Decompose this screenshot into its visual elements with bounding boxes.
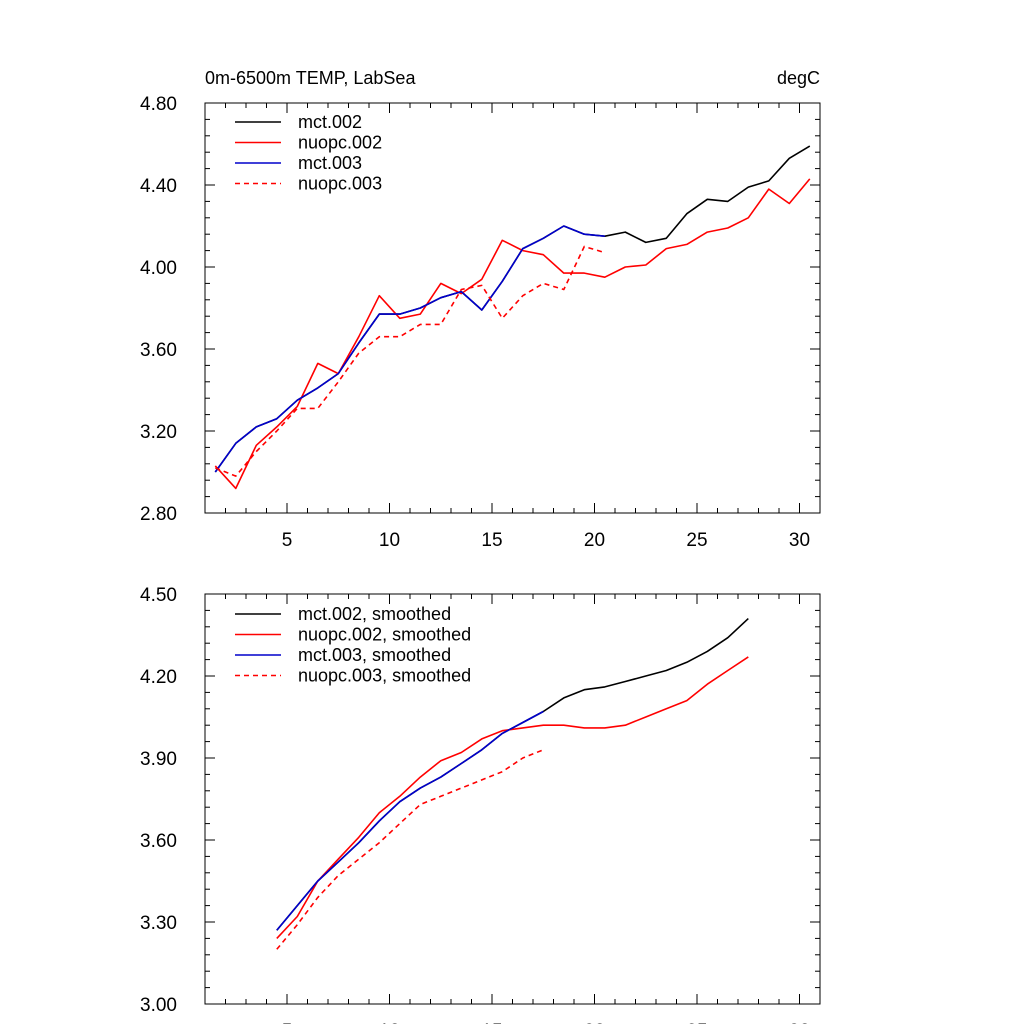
series-line-nuopc-003-smoothed bbox=[276, 749, 544, 950]
y-tick-label: 4.50 bbox=[140, 585, 177, 606]
y-tick-label: 4.20 bbox=[140, 667, 177, 688]
y-tick-label: 2.80 bbox=[140, 504, 177, 525]
legend-label: nuopc.002 bbox=[298, 133, 382, 153]
top-panel: 0m-6500m TEMP, LabSea degC 5 10 15 20 25 30 2.… bbox=[140, 68, 821, 551]
y-tick-label: 4.00 bbox=[140, 258, 177, 279]
legend-label: mct.003 bbox=[298, 153, 362, 173]
y-tick-label: 4.80 bbox=[140, 94, 177, 115]
y-tick-label: 3.20 bbox=[140, 422, 177, 443]
series-line-nuopc-002-smoothed bbox=[276, 656, 749, 939]
y-tick-label: 3.00 bbox=[140, 995, 177, 1016]
y-tick-label: 3.90 bbox=[140, 749, 177, 770]
x-tick-label: 10 bbox=[379, 530, 400, 551]
x-tick-label: 25 bbox=[686, 530, 707, 551]
series-line-mct-003-smoothed bbox=[276, 710, 544, 931]
series-line-mct-003 bbox=[214, 225, 605, 473]
series-line-mct-002 bbox=[214, 145, 811, 473]
chart-title: 0m-6500m TEMP, LabSea bbox=[205, 68, 416, 88]
legend-label: mct.003, smoothed bbox=[298, 645, 451, 665]
x-tick-label: 5 bbox=[282, 530, 293, 551]
y-tick-label: 3.60 bbox=[140, 831, 177, 852]
x-tick-label: 20 bbox=[584, 530, 605, 551]
series-line-nuopc-002 bbox=[214, 178, 811, 490]
chart-units: degC bbox=[777, 68, 820, 88]
x-tick-label: 30 bbox=[789, 530, 810, 551]
legend-label: nuopc.003, smoothed bbox=[298, 666, 471, 686]
legend-label: nuopc.003 bbox=[298, 174, 382, 194]
y-tick-label: 4.40 bbox=[140, 176, 177, 197]
legend-label: nuopc.002, smoothed bbox=[298, 625, 471, 645]
series-line-nuopc-003 bbox=[215, 245, 606, 477]
x-tick-label: 15 bbox=[481, 530, 502, 551]
legend-label: mct.002, smoothed bbox=[298, 604, 451, 624]
y-tick-label: 3.30 bbox=[140, 913, 177, 934]
y-tick-label: 3.60 bbox=[140, 340, 177, 361]
legend-label: mct.002 bbox=[298, 112, 362, 132]
bottom-panel: 510152025303.003.303.603.904.204.50 mct.… bbox=[140, 585, 821, 1029]
